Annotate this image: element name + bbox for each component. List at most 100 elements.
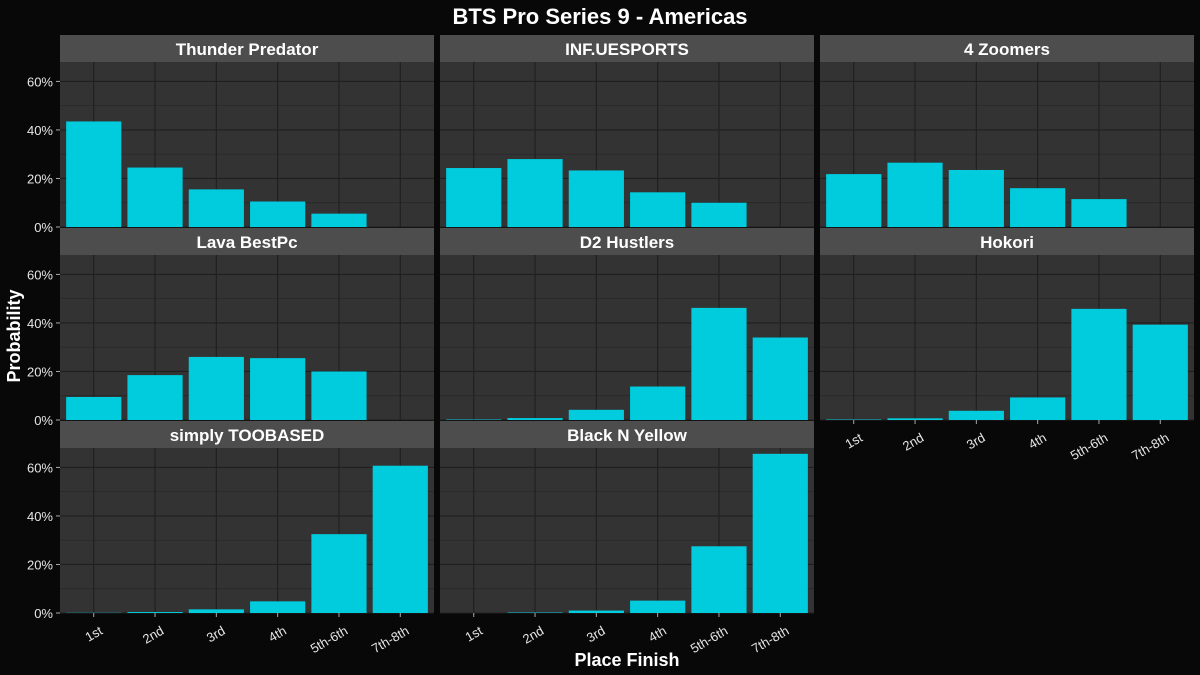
bar	[311, 213, 367, 227]
facet-strip	[60, 421, 434, 448]
bar	[1071, 308, 1127, 420]
bar	[948, 410, 1004, 420]
facet-strip	[440, 228, 814, 255]
bar	[752, 453, 808, 613]
facet-title: 4 Zoomers	[964, 40, 1050, 59]
y-axis-title: Probability	[4, 289, 24, 382]
bar	[372, 465, 428, 613]
x-tick-label: 2nd	[520, 623, 546, 647]
bar	[948, 169, 1004, 227]
facet-strip	[60, 35, 434, 62]
x-tick-label: 1st	[462, 623, 485, 645]
bar	[826, 174, 882, 227]
bar	[250, 601, 306, 613]
bar	[691, 307, 747, 420]
plot-panel	[60, 255, 434, 420]
x-tick-label: 2nd	[900, 430, 926, 454]
bar	[630, 192, 686, 227]
facet-strip	[440, 421, 814, 448]
facet-title: INF.UESPORTS	[565, 40, 689, 59]
bar	[691, 546, 747, 613]
facet-strip	[820, 228, 1194, 255]
bar	[446, 168, 502, 227]
y-tick-label: 20%	[27, 364, 53, 379]
y-tick-label: 60%	[27, 74, 53, 89]
facet-title: Thunder Predator	[176, 40, 319, 59]
x-tick-label: 5th-6th	[1068, 430, 1111, 463]
facet-title: D2 Hustlers	[580, 233, 674, 252]
y-tick-label: 0%	[34, 220, 53, 235]
y-tick-label: 40%	[27, 123, 53, 138]
y-tick-label: 40%	[27, 316, 53, 331]
bar	[311, 534, 367, 613]
bar	[507, 159, 563, 227]
bar	[188, 356, 244, 420]
facet-panel: simply TOOBASED 0% 20% 40% 60% 1st 2nd 3rd 4th 5t…	[27, 421, 434, 656]
facet-panel: Hokori 1st 2nd 3rd 4th 5th-6th 7th-8th	[820, 228, 1194, 463]
facet-panel: D2 Hustlers	[440, 228, 814, 421]
facet-strip	[820, 35, 1194, 62]
facet-strip	[440, 35, 814, 62]
x-axis-title: Place Finish	[574, 650, 679, 670]
x-tick-label: 3rd	[964, 430, 988, 452]
x-tick-label: 1st	[842, 430, 865, 452]
bar	[127, 612, 183, 613]
x-tick-label: 4th	[646, 623, 669, 645]
chart-title: BTS Pro Series 9 - Americas	[452, 4, 747, 29]
bar	[1132, 324, 1188, 420]
bar	[752, 337, 808, 420]
bar	[568, 170, 624, 227]
plot-panel	[60, 448, 434, 613]
plot-panel	[60, 62, 434, 227]
bar	[66, 396, 122, 420]
bar	[887, 162, 943, 227]
y-tick-label: 60%	[27, 460, 53, 475]
bar	[630, 386, 686, 420]
bar	[311, 371, 367, 420]
bar	[568, 610, 624, 613]
plot-panel	[440, 62, 814, 227]
bar	[250, 358, 306, 420]
x-tick-label: 4th	[1026, 430, 1049, 452]
x-tick-label: 7th-8th	[1129, 430, 1172, 463]
x-tick-label: 3rd	[584, 623, 608, 645]
y-tick-label: 0%	[34, 606, 53, 621]
facet-title: simply TOOBASED	[170, 426, 325, 445]
y-tick-label: 20%	[27, 171, 53, 186]
facet-panel: INF.UESPORTS	[440, 35, 814, 228]
y-tick-label: 20%	[27, 557, 53, 572]
y-tick-label: 0%	[34, 413, 53, 428]
plot-panel	[440, 448, 814, 613]
plot-panel	[820, 62, 1194, 227]
x-tick-label: 7th-8th	[749, 623, 792, 656]
facet-panel: Thunder Predator 0% 20% 40% 60%	[27, 35, 434, 235]
bar	[250, 201, 306, 227]
x-tick-label: 5th-6th	[308, 623, 351, 656]
plot-panel	[820, 255, 1194, 420]
bar	[507, 418, 563, 420]
bar	[188, 609, 244, 613]
x-tick-label: 5th-6th	[688, 623, 731, 656]
facet-title: Black N Yellow	[567, 426, 687, 445]
bar	[188, 189, 244, 227]
bar	[66, 121, 122, 227]
bar	[1010, 397, 1066, 420]
x-tick-label: 3rd	[204, 623, 228, 645]
x-tick-label: 1st	[82, 623, 105, 645]
facet-title: Hokori	[980, 233, 1034, 252]
bar	[1071, 199, 1127, 227]
facet-panel: 4 Zoomers	[820, 35, 1194, 228]
x-tick-label: 7th-8th	[369, 623, 412, 656]
bar	[887, 418, 943, 420]
bar	[127, 167, 183, 227]
facet-strip	[60, 228, 434, 255]
bar	[568, 409, 624, 420]
facet-panel: Lava BestPc 0% 20% 40% 60%	[27, 228, 434, 428]
facet-panel: Black N Yellow 1st 2nd 3rd 4th 5th-6th 7th-8th	[440, 421, 814, 656]
x-tick-label: 4th	[266, 623, 289, 645]
bar	[691, 202, 747, 227]
bar	[1010, 188, 1066, 227]
facet-title: Lava BestPc	[196, 233, 297, 252]
bar	[127, 375, 183, 420]
